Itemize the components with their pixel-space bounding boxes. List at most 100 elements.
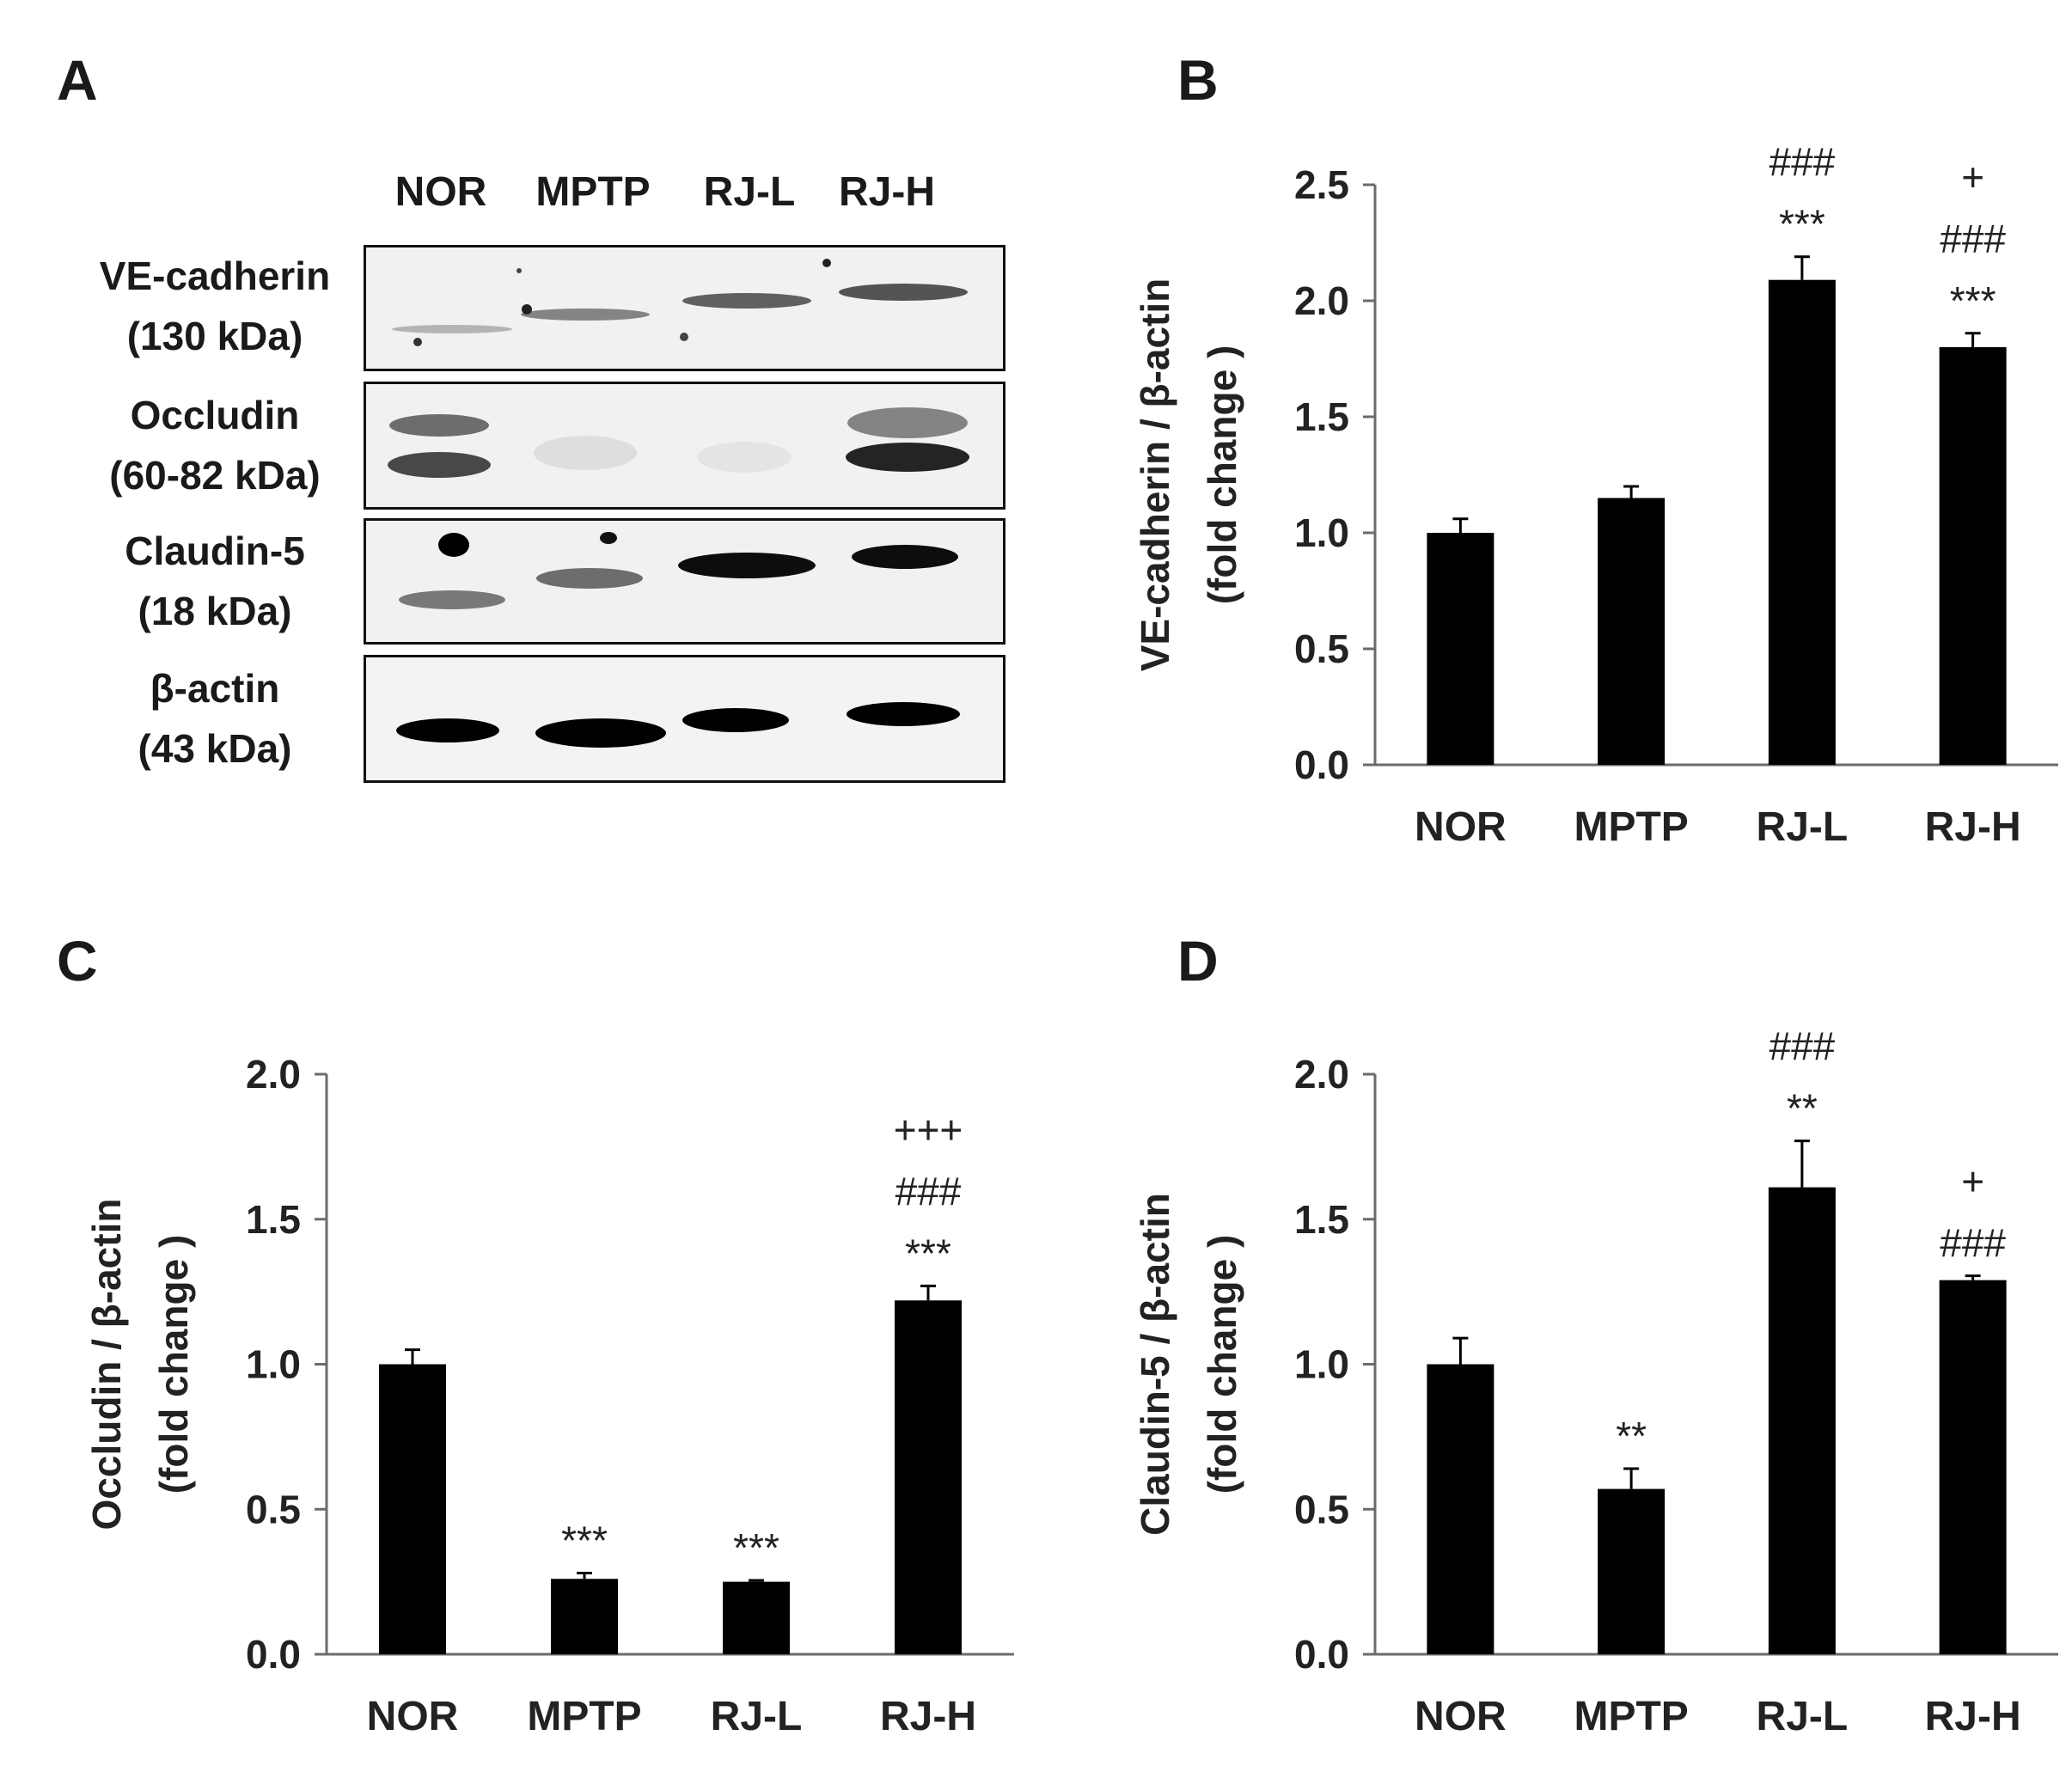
category-label: NOR bbox=[1415, 1694, 1507, 1739]
y-axis-label: Claudin-5 / β-actin bbox=[1133, 1193, 1177, 1536]
y-tick-label: 1.0 bbox=[246, 1342, 301, 1387]
y-axis-label: (fold change ) bbox=[151, 1235, 196, 1494]
blot-band bbox=[521, 309, 650, 321]
blot-band bbox=[847, 407, 968, 438]
y-tick-label: 0.0 bbox=[246, 1632, 301, 1677]
bar bbox=[379, 1364, 446, 1654]
significance-mark: + bbox=[1961, 155, 1984, 199]
category-label: MPTP bbox=[527, 1694, 641, 1739]
category-label: RJ-L bbox=[711, 1694, 803, 1739]
chart-occludin: 0.0 0.5 1.0 1.5 2.0 Occludin / β-actin (fold c… bbox=[84, 1052, 1014, 1739]
y-tick-label: 0.0 bbox=[1294, 742, 1349, 787]
significance-mark: + bbox=[1961, 1159, 1984, 1204]
blot-strip-claudin-5 bbox=[364, 518, 1005, 645]
y-tick-label: 1.5 bbox=[1294, 1197, 1349, 1242]
blot-band bbox=[847, 702, 960, 726]
category-label: NOR bbox=[1415, 804, 1507, 850]
y-tick-label: 0.5 bbox=[1294, 626, 1349, 671]
y-axis-label: Occludin / β-actin bbox=[84, 1199, 129, 1531]
significance-mark: ### bbox=[1769, 1024, 1836, 1069]
blot-band bbox=[535, 718, 666, 748]
category-label: RJ-H bbox=[880, 1694, 976, 1739]
chart-claudin-5: 0.0 0.5 1.0 1.5 2.0 Claudin-5 / β-actin (fold … bbox=[1133, 1024, 2058, 1739]
protein-size: (60-82 kDa) bbox=[109, 453, 321, 498]
bar bbox=[1598, 498, 1666, 765]
protein-size: (43 kDa) bbox=[138, 726, 292, 771]
protein-name: Occludin bbox=[130, 393, 300, 437]
blot-band bbox=[534, 436, 637, 470]
protein-name: β-actin bbox=[150, 666, 280, 711]
y-tick-label: 0.5 bbox=[246, 1487, 301, 1531]
category-label: MPTP bbox=[1574, 1694, 1688, 1739]
blot-strip-beta-actin bbox=[364, 655, 1005, 783]
panel-letter-c: C bbox=[57, 929, 98, 993]
y-tick-label: 1.0 bbox=[1294, 1342, 1349, 1387]
blot-band bbox=[389, 414, 489, 437]
y-axis-label: (fold change ) bbox=[1200, 345, 1244, 605]
lane-label: RJ-L bbox=[703, 169, 796, 215]
y-tick-label: 2.0 bbox=[1294, 278, 1349, 323]
category-label: NOR bbox=[367, 1694, 459, 1739]
significance-mark: *** bbox=[561, 1518, 608, 1563]
category-label: RJ-H bbox=[1925, 804, 2021, 850]
lane-label: RJ-H bbox=[838, 169, 935, 215]
blot-band bbox=[678, 553, 816, 578]
bar bbox=[895, 1300, 962, 1654]
blot-band bbox=[697, 442, 792, 473]
y-axis-label: (fold change ) bbox=[1200, 1235, 1244, 1494]
y-tick-label: 2.0 bbox=[246, 1052, 301, 1097]
protein-label: β-actin (43 kDa) bbox=[69, 658, 361, 779]
protein-label: Occludin (60-82 kDa) bbox=[69, 385, 361, 505]
significance-mark: ### bbox=[895, 1169, 962, 1213]
bar bbox=[723, 1581, 790, 1654]
bar bbox=[1939, 347, 2007, 765]
y-tick-label: 1.5 bbox=[246, 1197, 301, 1242]
significance-mark: ** bbox=[1616, 1414, 1647, 1458]
protein-name: Claudin-5 bbox=[125, 529, 305, 573]
panel-letter-a: A bbox=[57, 48, 98, 112]
y-tick-label: 2.5 bbox=[1294, 162, 1349, 207]
category-label: MPTP bbox=[1574, 804, 1688, 850]
blot-band bbox=[682, 293, 811, 309]
significance-mark: *** bbox=[1779, 202, 1825, 247]
significance-mark: *** bbox=[733, 1525, 779, 1570]
blot-strip-ve-cadherin bbox=[364, 245, 1005, 371]
category-label: RJ-L bbox=[1757, 1694, 1849, 1739]
blot-band bbox=[399, 590, 505, 609]
significance-mark: ### bbox=[1769, 140, 1836, 185]
bar bbox=[1768, 279, 1836, 765]
bar bbox=[1768, 1187, 1836, 1654]
protein-size: (18 kDa) bbox=[138, 589, 292, 633]
significance-mark: +++ bbox=[894, 1107, 963, 1152]
protein-label: VE-cadherin (130 kDa) bbox=[69, 246, 361, 366]
significance-mark: *** bbox=[905, 1231, 951, 1275]
blot-band bbox=[536, 568, 643, 589]
blot-band bbox=[852, 545, 958, 569]
bar bbox=[1939, 1280, 2007, 1654]
y-axis-label: VE-cadherin / β-actin bbox=[1133, 278, 1177, 672]
category-label: RJ-L bbox=[1757, 804, 1849, 850]
panel-letter-b: B bbox=[1177, 48, 1219, 112]
protein-name: VE-cadherin bbox=[99, 254, 331, 298]
y-tick-label: 2.0 bbox=[1294, 1052, 1349, 1097]
blot-band bbox=[388, 452, 491, 478]
blot-strip-occludin bbox=[364, 382, 1005, 510]
lane-label: MPTP bbox=[535, 169, 651, 215]
blot-band bbox=[846, 443, 969, 472]
bar bbox=[1427, 1364, 1494, 1654]
blot-band bbox=[392, 325, 512, 333]
bar bbox=[1427, 533, 1494, 765]
significance-mark: ### bbox=[1940, 1221, 2006, 1266]
y-tick-label: 0.5 bbox=[1294, 1487, 1349, 1531]
significance-mark: *** bbox=[1950, 278, 1996, 323]
bar bbox=[551, 1579, 618, 1654]
protein-size: (130 kDa) bbox=[126, 314, 303, 358]
blot-band bbox=[839, 284, 968, 301]
y-tick-label: 1.5 bbox=[1294, 394, 1349, 439]
y-tick-label: 1.0 bbox=[1294, 510, 1349, 555]
panel-letter-d: D bbox=[1177, 929, 1219, 993]
significance-mark: ** bbox=[1787, 1086, 1818, 1131]
lane-label: NOR bbox=[394, 169, 487, 215]
significance-mark: ### bbox=[1940, 217, 2006, 261]
category-label: RJ-H bbox=[1925, 1694, 2021, 1739]
